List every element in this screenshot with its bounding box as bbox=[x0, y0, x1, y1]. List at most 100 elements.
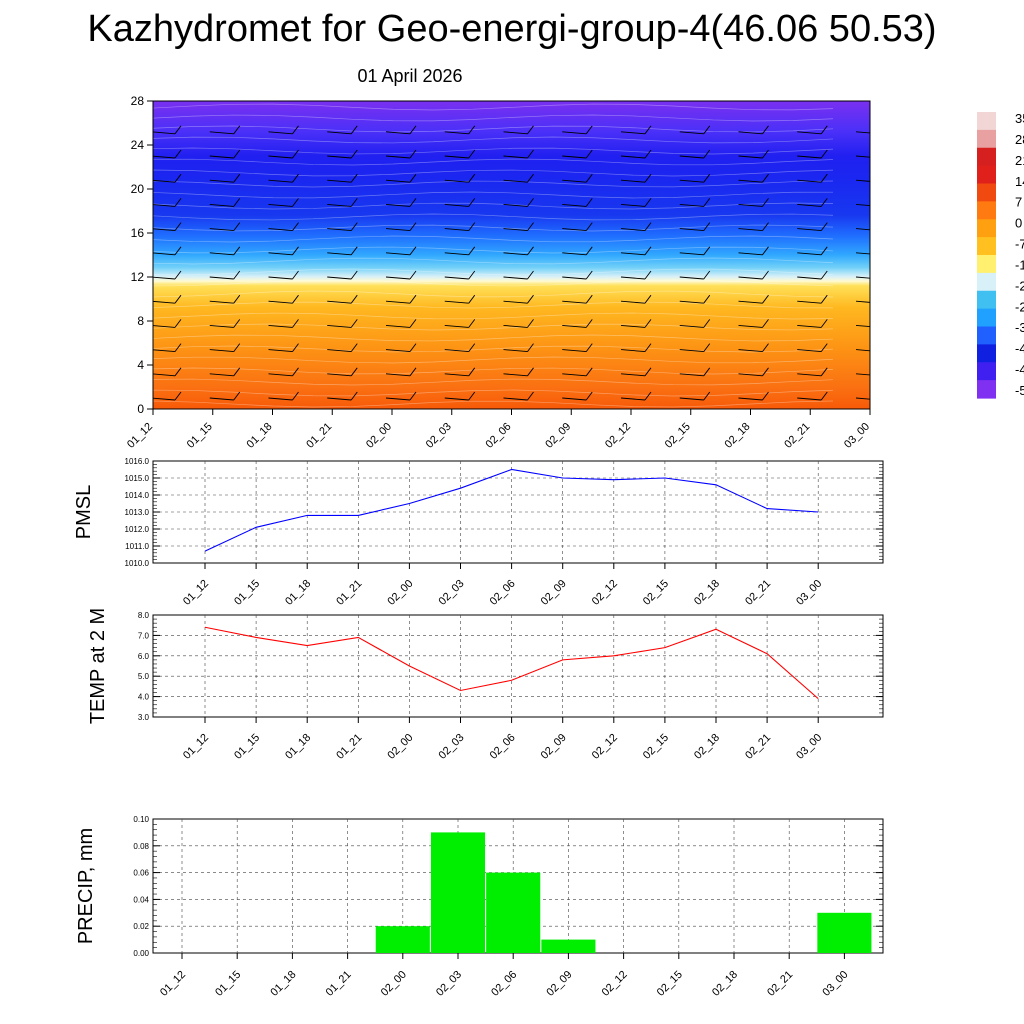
contour-line bbox=[153, 257, 834, 265]
wind-barb bbox=[444, 367, 476, 377]
y-tick-label: 20 bbox=[131, 182, 145, 196]
y-tick-label: 1012.0 bbox=[125, 525, 150, 534]
wind-barb bbox=[562, 198, 593, 207]
wind-barb bbox=[153, 173, 182, 183]
wind-barb bbox=[503, 173, 534, 183]
colorbar-label: -21 bbox=[1015, 278, 1024, 293]
wind-barb bbox=[620, 294, 652, 304]
wind-barb bbox=[503, 319, 534, 328]
wind-barb bbox=[855, 228, 870, 231]
wind-barb bbox=[385, 294, 417, 304]
wind-barb bbox=[620, 270, 652, 280]
precip-bar bbox=[541, 939, 596, 953]
wind-barb bbox=[444, 222, 476, 232]
x-tick-label: 03_00 bbox=[820, 969, 850, 999]
wind-barbs bbox=[153, 125, 870, 401]
contour-line bbox=[153, 180, 834, 188]
colorbar-label: 21 bbox=[1015, 153, 1024, 168]
wind-barb bbox=[444, 198, 476, 207]
wind-barb bbox=[797, 319, 828, 328]
wind-barb bbox=[797, 173, 828, 183]
x-tick-label: 01_12 bbox=[181, 578, 211, 608]
wind-barb bbox=[797, 246, 828, 256]
contour-line bbox=[153, 235, 834, 243]
wind-barb bbox=[327, 270, 358, 280]
wind-barb bbox=[738, 391, 769, 401]
temp-panel: 8.0 7.0 6.0 5.0 4.0 3.0 01_12 01_15 01_18 01_21 02… bbox=[87, 608, 884, 762]
contour-line bbox=[153, 125, 834, 133]
wind-barb bbox=[562, 343, 593, 353]
precip-bar bbox=[430, 832, 486, 953]
wind-barb bbox=[444, 391, 476, 401]
x-tick-label: 02_09 bbox=[543, 421, 573, 451]
wind-barb bbox=[268, 125, 299, 135]
x-tick-label: 02_15 bbox=[655, 969, 685, 999]
x-tick-label: 02_12 bbox=[590, 732, 620, 762]
wind-barb bbox=[444, 319, 476, 328]
x-tick-label: 01_18 bbox=[283, 578, 313, 608]
y-axis-label: PMSL bbox=[73, 485, 95, 539]
wind-barb bbox=[738, 319, 769, 328]
wind-barb bbox=[679, 367, 711, 377]
colorbar-label: -14 bbox=[1015, 257, 1024, 272]
wind-barb bbox=[620, 319, 652, 328]
wind-barb bbox=[385, 343, 417, 353]
wind-barb bbox=[679, 391, 711, 401]
y-tick-label: 6.0 bbox=[138, 652, 150, 661]
x-tick-label: 03_00 bbox=[794, 732, 824, 762]
wind-barb bbox=[562, 149, 593, 159]
y-tick-label: 4 bbox=[137, 358, 144, 372]
x-tick-label: 01_18 bbox=[245, 421, 275, 451]
wind-barb bbox=[385, 246, 417, 256]
wind-barb bbox=[153, 343, 182, 353]
wind-barb bbox=[503, 367, 534, 377]
colorbar-swatch bbox=[977, 183, 996, 202]
x-tick-label: 01_12 bbox=[181, 732, 211, 762]
y-tick-label: 0.04 bbox=[133, 895, 149, 904]
wind-barb bbox=[503, 222, 534, 232]
wind-barb bbox=[268, 149, 299, 159]
wind-barb bbox=[268, 343, 299, 353]
wind-barb bbox=[444, 125, 476, 135]
x-tick-label: 02_18 bbox=[692, 732, 722, 762]
precip-bar bbox=[486, 872, 541, 953]
wind-barb bbox=[855, 203, 870, 207]
wind-barb bbox=[209, 319, 241, 328]
wind-barb bbox=[385, 222, 417, 232]
y-tick-label: 1010.0 bbox=[125, 559, 150, 568]
y-tick-label: 0.08 bbox=[133, 842, 149, 851]
wind-barb bbox=[738, 149, 769, 159]
contour-line bbox=[153, 103, 834, 111]
y-tick-label: 0.02 bbox=[133, 922, 149, 931]
wind-barb bbox=[738, 246, 769, 256]
y-axis-label: TEMP at 2 M bbox=[87, 608, 109, 724]
x-tick-label: 02_09 bbox=[544, 969, 574, 999]
x-tick-label: 01_21 bbox=[334, 732, 364, 762]
wind-barb bbox=[209, 149, 241, 159]
contour-line bbox=[153, 246, 834, 254]
wind-barb bbox=[855, 397, 870, 400]
y-tick-label: 1011.0 bbox=[125, 542, 149, 551]
x-tick-label: 02_18 bbox=[723, 421, 753, 451]
wind-barb bbox=[855, 179, 870, 182]
y-tick-label: 0.00 bbox=[133, 949, 149, 958]
wind-barb bbox=[327, 246, 358, 256]
wind-barb bbox=[620, 391, 652, 401]
colorbar: 35 28 21 14 7 0 -7 -14 -21 -28 -35 -42 -49 -56 bbox=[977, 111, 1024, 399]
contour-line bbox=[153, 345, 834, 353]
x-tick-label: 02_12 bbox=[603, 421, 633, 451]
wind-barb bbox=[268, 294, 299, 304]
x-tick-label: 02_06 bbox=[484, 421, 514, 451]
wind-barb bbox=[503, 270, 534, 280]
x-tick-label: 01_12 bbox=[158, 969, 188, 999]
x-tick-label: 02_21 bbox=[765, 969, 795, 999]
colorbar-swatch bbox=[977, 237, 996, 256]
wind-barb bbox=[738, 294, 769, 304]
wind-barb bbox=[385, 391, 417, 401]
wind-barb bbox=[855, 349, 870, 352]
wind-barb bbox=[797, 367, 828, 377]
colorbar-swatch bbox=[977, 201, 996, 220]
wind-barb bbox=[738, 367, 769, 377]
y-axis-label: PRECIP, mm bbox=[75, 828, 97, 944]
